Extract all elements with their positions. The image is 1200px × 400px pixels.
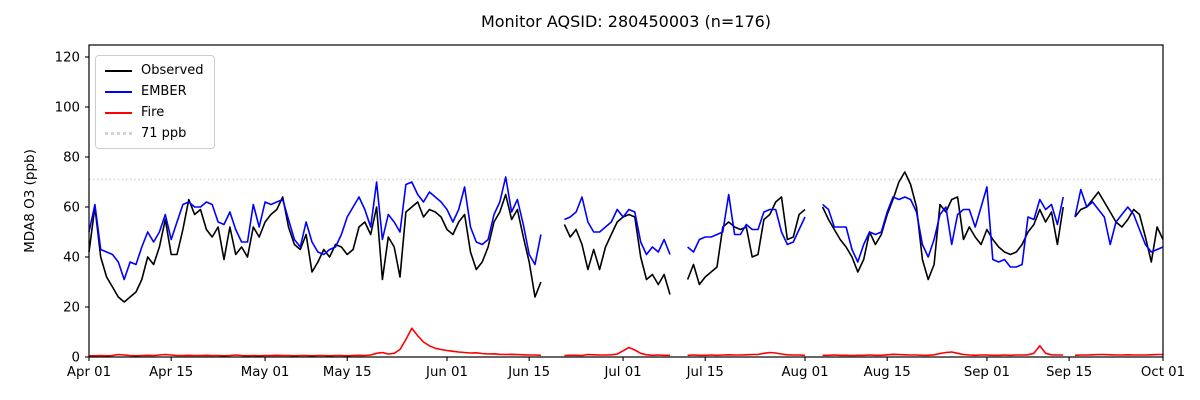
- legend-line-sample: [105, 132, 132, 135]
- y-tick-label: 60: [63, 201, 80, 216]
- x-tick-label: Apr 15: [149, 365, 193, 380]
- x-tick-label: Sep 01: [964, 365, 1010, 380]
- line-observed: [821, 171, 1064, 281]
- legend-item-label: Fire: [141, 105, 165, 120]
- legend-item-label: Observed: [141, 63, 204, 78]
- x-tick-label: Aug 15: [864, 365, 911, 380]
- line-fire: [89, 327, 541, 357]
- line-ember: [88, 176, 542, 281]
- y-tick-label: 80: [63, 151, 80, 166]
- line-fire: [687, 351, 806, 357]
- legend-item-label: EMBER: [141, 84, 187, 99]
- y-tick-label: 120: [55, 51, 80, 66]
- y-axis-label: MDA8 O3 (ppb): [22, 149, 38, 253]
- legend-item-observed: Observed: [105, 62, 204, 79]
- plot-frame: [88, 44, 1164, 358]
- y-tick-label: 40: [63, 251, 80, 266]
- x-tick-label: Jun 01: [425, 365, 468, 380]
- legend-item-label: 71 ppb: [141, 126, 187, 141]
- legend-item-71-ppb: 71 ppb: [105, 125, 204, 142]
- x-tick-label: Jul 15: [686, 365, 724, 380]
- x-tick-label: May 15: [323, 365, 372, 380]
- legend-line-sample: [105, 111, 132, 114]
- y-tick-label: 0: [72, 351, 80, 366]
- line-ember: [822, 186, 1064, 268]
- line-observed: [1074, 191, 1164, 263]
- x-tick-label: May 01: [241, 365, 290, 380]
- y-tick-label: 20: [63, 301, 80, 316]
- line-ember: [564, 196, 671, 256]
- x-tick-label: Jun 15: [507, 365, 550, 380]
- legend: Observed EMBER Fire 71 ppb: [95, 55, 215, 149]
- x-tick-label: Oct 01: [1141, 365, 1185, 380]
- line-ember: [687, 193, 806, 253]
- legend-line-sample: [105, 90, 132, 93]
- y-tick-label: 100: [55, 101, 80, 116]
- legend-line-sample: [105, 69, 132, 72]
- line-observed: [88, 193, 542, 303]
- line-ember: [1074, 188, 1164, 253]
- chart-title: Monitor AQSID: 280450003 (n=176): [480, 12, 772, 31]
- x-tick-label: Apr 01: [67, 365, 111, 380]
- line-fire: [1074, 353, 1163, 357]
- line-observed: [686, 196, 806, 286]
- line-observed: [563, 213, 671, 295]
- legend-item-ember: EMBER: [105, 83, 204, 100]
- legend-item-fire: Fire: [105, 104, 204, 121]
- x-tick-label: Sep 15: [1046, 365, 1092, 380]
- x-tick-label: Jul 01: [603, 365, 641, 380]
- line-fire: [564, 346, 670, 357]
- line-fire: [822, 344, 1064, 357]
- x-tick-label: Aug 01: [781, 365, 828, 380]
